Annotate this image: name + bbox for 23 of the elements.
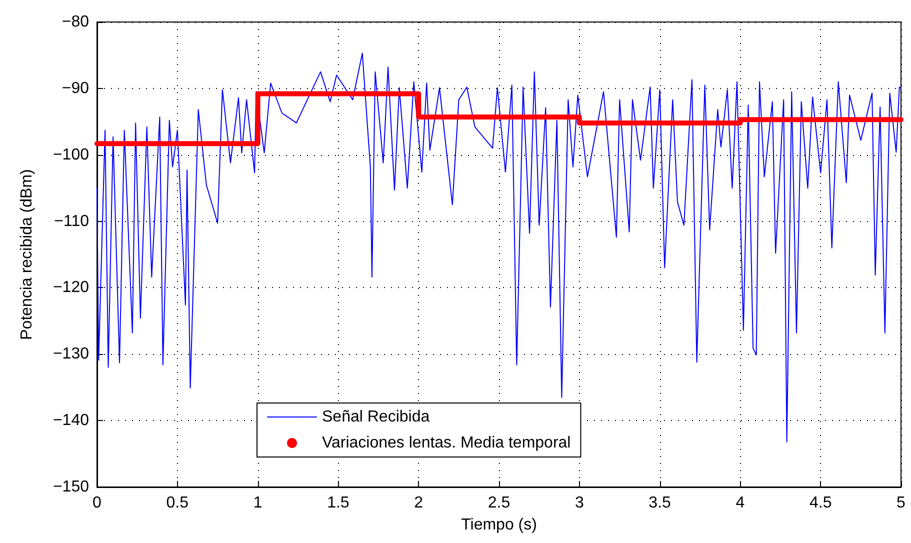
y-tick-label: −150 — [52, 478, 90, 496]
y-tick-label: −100 — [52, 146, 90, 164]
x-tick-label: 2 — [414, 494, 424, 512]
x-tick-label: 2.5 — [488, 494, 510, 512]
legend-label: Variaciones lentas. Media temporal — [322, 434, 571, 452]
x-tick-label: 4.5 — [809, 494, 832, 512]
x-tick-label: 5 — [896, 494, 906, 512]
y-tick-label: −120 — [52, 279, 90, 296]
x-tick-label: 0.5 — [166, 494, 189, 512]
y-tick-label: −90 — [62, 80, 90, 97]
y-tick-label: −110 — [54, 212, 90, 230]
y-tick-label: −80 — [62, 14, 90, 30]
x-axis-title: Tiempo (s) — [461, 516, 537, 534]
y-tick-label: −140 — [52, 412, 90, 430]
legend-label: Señal Recibida — [322, 408, 430, 426]
y-axis-title: Potencia recibida (dBm) — [18, 169, 36, 340]
x-tick-label: 3 — [574, 494, 584, 512]
y-tick-label: −130 — [52, 346, 90, 363]
x-tick-label: 1 — [253, 494, 262, 512]
x-tick-label: 3.5 — [648, 494, 672, 512]
x-tick-label: 1.5 — [327, 494, 350, 512]
x-tick-label: 0 — [92, 494, 102, 512]
x-tick-label: 4 — [736, 494, 745, 512]
